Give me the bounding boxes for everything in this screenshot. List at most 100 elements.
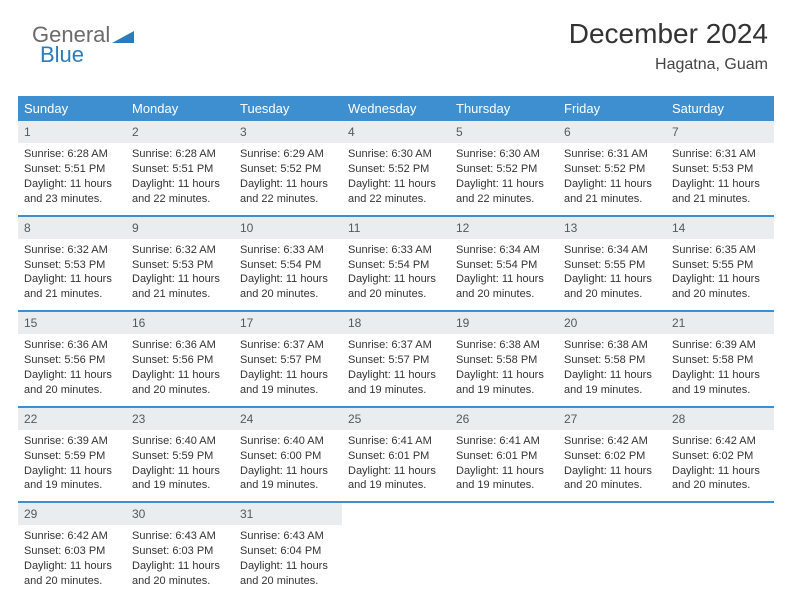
day-number: 18 [342, 312, 450, 334]
day-header: Saturday [666, 96, 774, 121]
day-body: Sunrise: 6:36 AMSunset: 5:56 PMDaylight:… [126, 334, 234, 405]
day-body: Sunrise: 6:30 AMSunset: 5:52 PMDaylight:… [342, 143, 450, 214]
day-number: 22 [18, 408, 126, 430]
calendar-day: 17Sunrise: 6:37 AMSunset: 5:57 PMDayligh… [234, 312, 342, 406]
calendar-week: 8Sunrise: 6:32 AMSunset: 5:53 PMDaylight… [18, 217, 774, 313]
calendar-day: 24Sunrise: 6:40 AMSunset: 6:00 PMDayligh… [234, 408, 342, 502]
calendar-day: 8Sunrise: 6:32 AMSunset: 5:53 PMDaylight… [18, 217, 126, 311]
day-header: Sunday [18, 96, 126, 121]
day-body: Sunrise: 6:42 AMSunset: 6:03 PMDaylight:… [18, 525, 126, 596]
day-body: Sunrise: 6:43 AMSunset: 6:04 PMDaylight:… [234, 525, 342, 596]
day-body: Sunrise: 6:42 AMSunset: 6:02 PMDaylight:… [666, 430, 774, 501]
day-number: 14 [666, 217, 774, 239]
day-number: 19 [450, 312, 558, 334]
calendar: SundayMondayTuesdayWednesdayThursdayFrid… [18, 96, 774, 597]
day-number: 10 [234, 217, 342, 239]
calendar-day: .. [342, 503, 450, 597]
day-number: 8 [18, 217, 126, 239]
day-number: 4 [342, 121, 450, 143]
day-number: 2 [126, 121, 234, 143]
calendar-day: 11Sunrise: 6:33 AMSunset: 5:54 PMDayligh… [342, 217, 450, 311]
day-number: 5 [450, 121, 558, 143]
day-body: Sunrise: 6:30 AMSunset: 5:52 PMDaylight:… [450, 143, 558, 214]
day-number: 1 [18, 121, 126, 143]
day-body: Sunrise: 6:28 AMSunset: 5:51 PMDaylight:… [18, 143, 126, 214]
day-number: 12 [450, 217, 558, 239]
calendar-day: 28Sunrise: 6:42 AMSunset: 6:02 PMDayligh… [666, 408, 774, 502]
calendar-day: 9Sunrise: 6:32 AMSunset: 5:53 PMDaylight… [126, 217, 234, 311]
calendar-day: 4Sunrise: 6:30 AMSunset: 5:52 PMDaylight… [342, 121, 450, 215]
day-number: 30 [126, 503, 234, 525]
calendar-week: 1Sunrise: 6:28 AMSunset: 5:51 PMDaylight… [18, 121, 774, 217]
day-number: 24 [234, 408, 342, 430]
calendar-day: 6Sunrise: 6:31 AMSunset: 5:52 PMDaylight… [558, 121, 666, 215]
day-number: 25 [342, 408, 450, 430]
calendar-day: 19Sunrise: 6:38 AMSunset: 5:58 PMDayligh… [450, 312, 558, 406]
day-header-row: SundayMondayTuesdayWednesdayThursdayFrid… [18, 96, 774, 121]
day-number: 28 [666, 408, 774, 430]
day-number: 7 [666, 121, 774, 143]
day-number: 3 [234, 121, 342, 143]
calendar-week: 29Sunrise: 6:42 AMSunset: 6:03 PMDayligh… [18, 503, 774, 597]
day-number: 26 [450, 408, 558, 430]
calendar-day: 14Sunrise: 6:35 AMSunset: 5:55 PMDayligh… [666, 217, 774, 311]
calendar-day: 25Sunrise: 6:41 AMSunset: 6:01 PMDayligh… [342, 408, 450, 502]
calendar-day: .. [666, 503, 774, 597]
day-body: Sunrise: 6:37 AMSunset: 5:57 PMDaylight:… [342, 334, 450, 405]
day-number: 29 [18, 503, 126, 525]
calendar-day: 12Sunrise: 6:34 AMSunset: 5:54 PMDayligh… [450, 217, 558, 311]
calendar-day: 29Sunrise: 6:42 AMSunset: 6:03 PMDayligh… [18, 503, 126, 597]
day-body: Sunrise: 6:33 AMSunset: 5:54 PMDaylight:… [234, 239, 342, 310]
day-body: Sunrise: 6:42 AMSunset: 6:02 PMDaylight:… [558, 430, 666, 501]
day-number: 11 [342, 217, 450, 239]
day-body: Sunrise: 6:34 AMSunset: 5:54 PMDaylight:… [450, 239, 558, 310]
calendar-day: 1Sunrise: 6:28 AMSunset: 5:51 PMDaylight… [18, 121, 126, 215]
day-body: Sunrise: 6:39 AMSunset: 5:59 PMDaylight:… [18, 430, 126, 501]
brand-triangle-icon [112, 27, 134, 43]
day-body: Sunrise: 6:39 AMSunset: 5:58 PMDaylight:… [666, 334, 774, 405]
calendar-day: 10Sunrise: 6:33 AMSunset: 5:54 PMDayligh… [234, 217, 342, 311]
day-number: 16 [126, 312, 234, 334]
title-area: December 2024 Hagatna, Guam [569, 18, 768, 74]
brand-part2: Blue [40, 42, 84, 68]
day-body: Sunrise: 6:43 AMSunset: 6:03 PMDaylight:… [126, 525, 234, 596]
calendar-day: 5Sunrise: 6:30 AMSunset: 5:52 PMDaylight… [450, 121, 558, 215]
calendar-day: 31Sunrise: 6:43 AMSunset: 6:04 PMDayligh… [234, 503, 342, 597]
day-body: Sunrise: 6:31 AMSunset: 5:52 PMDaylight:… [558, 143, 666, 214]
calendar-day: .. [558, 503, 666, 597]
day-body: Sunrise: 6:40 AMSunset: 5:59 PMDaylight:… [126, 430, 234, 501]
day-header: Monday [126, 96, 234, 121]
calendar-day: 2Sunrise: 6:28 AMSunset: 5:51 PMDaylight… [126, 121, 234, 215]
calendar-day: 16Sunrise: 6:36 AMSunset: 5:56 PMDayligh… [126, 312, 234, 406]
day-body: Sunrise: 6:33 AMSunset: 5:54 PMDaylight:… [342, 239, 450, 310]
day-number: 9 [126, 217, 234, 239]
day-header: Wednesday [342, 96, 450, 121]
calendar-day: 22Sunrise: 6:39 AMSunset: 5:59 PMDayligh… [18, 408, 126, 502]
day-body: Sunrise: 6:41 AMSunset: 6:01 PMDaylight:… [450, 430, 558, 501]
calendar-day: 26Sunrise: 6:41 AMSunset: 6:01 PMDayligh… [450, 408, 558, 502]
day-body: Sunrise: 6:28 AMSunset: 5:51 PMDaylight:… [126, 143, 234, 214]
day-number: 31 [234, 503, 342, 525]
day-number: 13 [558, 217, 666, 239]
day-body: Sunrise: 6:29 AMSunset: 5:52 PMDaylight:… [234, 143, 342, 214]
calendar-day: 20Sunrise: 6:38 AMSunset: 5:58 PMDayligh… [558, 312, 666, 406]
calendar-day: 7Sunrise: 6:31 AMSunset: 5:53 PMDaylight… [666, 121, 774, 215]
day-body: Sunrise: 6:36 AMSunset: 5:56 PMDaylight:… [18, 334, 126, 405]
month-year: December 2024 [569, 18, 768, 50]
day-header: Tuesday [234, 96, 342, 121]
day-body: Sunrise: 6:34 AMSunset: 5:55 PMDaylight:… [558, 239, 666, 310]
day-number: 20 [558, 312, 666, 334]
day-header: Thursday [450, 96, 558, 121]
day-body: Sunrise: 6:35 AMSunset: 5:55 PMDaylight:… [666, 239, 774, 310]
day-number: 17 [234, 312, 342, 334]
calendar-day: .. [450, 503, 558, 597]
calendar-day: 13Sunrise: 6:34 AMSunset: 5:55 PMDayligh… [558, 217, 666, 311]
calendar-day: 23Sunrise: 6:40 AMSunset: 5:59 PMDayligh… [126, 408, 234, 502]
day-body: Sunrise: 6:37 AMSunset: 5:57 PMDaylight:… [234, 334, 342, 405]
day-header: Friday [558, 96, 666, 121]
calendar-day: 3Sunrise: 6:29 AMSunset: 5:52 PMDaylight… [234, 121, 342, 215]
calendar-day: 18Sunrise: 6:37 AMSunset: 5:57 PMDayligh… [342, 312, 450, 406]
day-body: Sunrise: 6:38 AMSunset: 5:58 PMDaylight:… [558, 334, 666, 405]
day-number: 23 [126, 408, 234, 430]
day-body: Sunrise: 6:41 AMSunset: 6:01 PMDaylight:… [342, 430, 450, 501]
